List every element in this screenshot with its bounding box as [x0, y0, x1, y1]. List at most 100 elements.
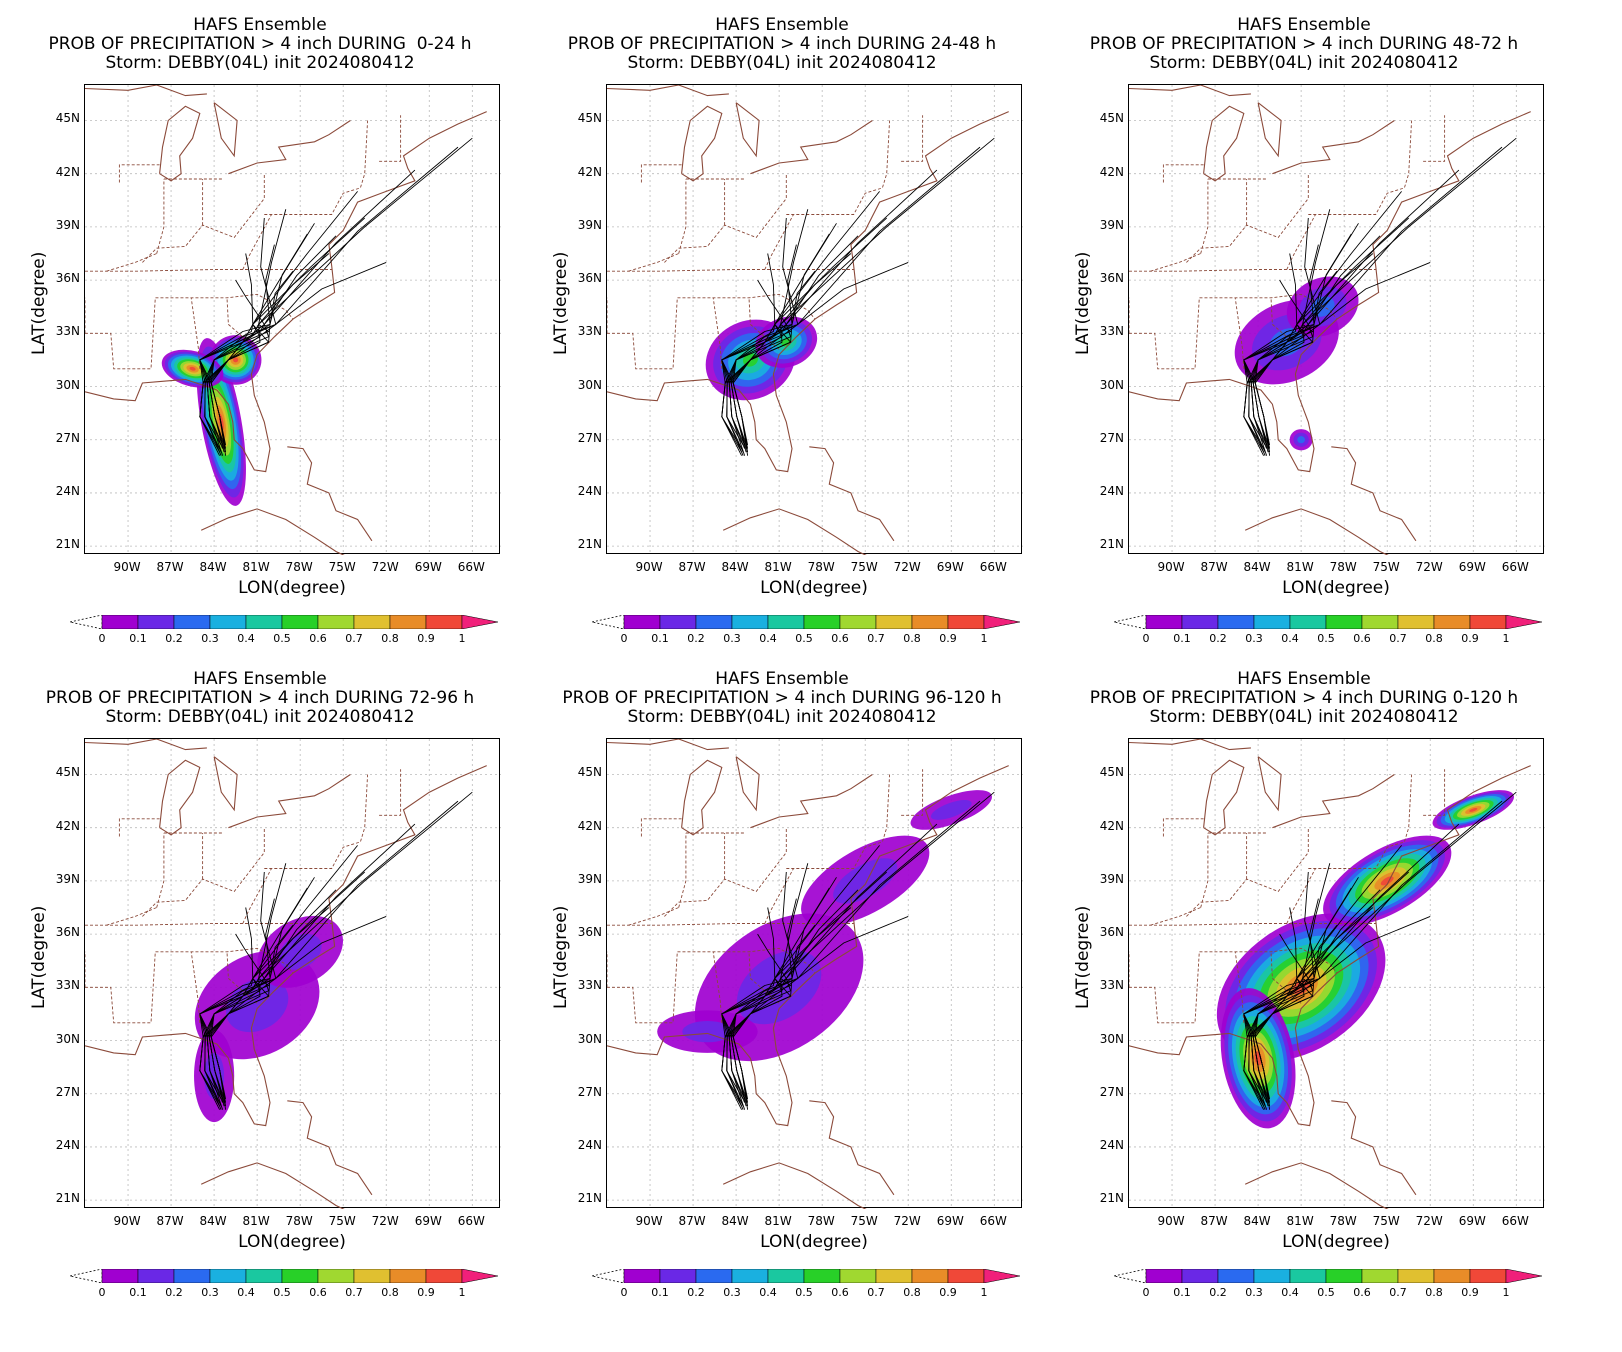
- colorbar-segment: [1325, 614, 1363, 630]
- colorbar-segment: [137, 614, 175, 630]
- state-border: [1270, 951, 1302, 1004]
- state-border: [1234, 297, 1245, 369]
- map-panel-3: HAFS Ensemble PROB OF PRECIPITATION > 4 i…: [1044, 0, 1564, 660]
- panel-title-line3: Storm: DEBBY(04L) init 2024080412: [105, 53, 415, 73]
- y-axis-label: LAT(degree): [551, 251, 571, 355]
- colorbar: [591, 1268, 1036, 1284]
- storm-track: [1254, 871, 1410, 1100]
- coastline: [681, 105, 723, 182]
- storm-track: [726, 270, 816, 453]
- colorbar-label: 0.2: [165, 632, 183, 645]
- state-border: [85, 923, 332, 926]
- colorbar-segment: [1433, 614, 1471, 630]
- lat-tick-label: 21N: [55, 1191, 80, 1206]
- coastline: [722, 508, 867, 555]
- panel-title-line2: PROB OF PRECIPITATION > 4 inch DURING 0-…: [1089, 688, 1519, 708]
- colorbar-under-arrow: [69, 614, 103, 630]
- state-border: [678, 179, 687, 254]
- colorbar-segment: [245, 614, 283, 630]
- coastline: [750, 120, 873, 175]
- colorbar-segment: [1217, 614, 1255, 630]
- storm-track: [728, 279, 787, 456]
- colorbar-segment: [839, 1268, 877, 1284]
- state-border: [106, 253, 157, 272]
- colorbar-label: 0.2: [1209, 1286, 1227, 1299]
- lat-tick-label: 33N: [1099, 324, 1124, 339]
- probability-contour: [1469, 807, 1478, 812]
- colorbar-segment: [209, 614, 247, 630]
- state-border: [1162, 818, 1204, 837]
- colorbar-label: 0.8: [903, 1286, 921, 1299]
- colorbar-segment: [767, 1268, 805, 1284]
- state-border: [1150, 907, 1201, 926]
- storm-track: [206, 933, 265, 1110]
- colorbar-label: 0.1: [129, 1286, 147, 1299]
- colorbar: [1113, 1268, 1558, 1284]
- lon-tick-label: 69W: [414, 1214, 442, 1228]
- lon-tick-label: 90W: [1157, 1214, 1185, 1228]
- state-border: [607, 293, 816, 370]
- state-border: [628, 907, 679, 926]
- coastline: [1257, 756, 1282, 812]
- coastline: [85, 85, 207, 97]
- map-plot-area: [84, 84, 501, 555]
- lat-tick-label: 24N: [55, 1137, 80, 1152]
- colorbar-segment: [623, 614, 661, 630]
- state-border: [640, 818, 682, 837]
- lat-tick-label: 33N: [577, 978, 602, 993]
- colorbar-segment: [875, 1268, 913, 1284]
- colorbar-label: 0.2: [687, 632, 705, 645]
- colorbar-label: 1: [1502, 1286, 1510, 1299]
- panel-title-line1: HAFS Ensemble: [1237, 15, 1371, 35]
- colorbar-label: 0.9: [1461, 1286, 1479, 1299]
- state-border: [1129, 269, 1376, 272]
- lon-tick-label: 72W: [1415, 1214, 1443, 1228]
- lat-tick-label: 21N: [1099, 537, 1124, 552]
- lon-tick-label: 78W: [807, 1214, 835, 1228]
- colorbar-label: 0.4: [759, 1286, 777, 1299]
- colorbar-segment: [317, 614, 355, 630]
- colorbar-label: 0.1: [1173, 1286, 1191, 1299]
- state-border: [748, 297, 780, 350]
- coastline: [1331, 1100, 1417, 1196]
- coastline: [200, 508, 345, 555]
- map-canvas: [607, 85, 1023, 555]
- lat-tick-label: 39N: [55, 217, 80, 232]
- colorbar-segment: [911, 1268, 949, 1284]
- storm-track: [1243, 253, 1374, 446]
- panel-title-line2: PROB OF PRECIPITATION > 4 inch DURING 24…: [567, 34, 997, 54]
- colorbar-segment: [659, 1268, 697, 1284]
- state-border: [1200, 833, 1209, 908]
- colorbar-segment: [1181, 1268, 1219, 1284]
- colorbar-label: 0: [1142, 632, 1150, 645]
- storm-track: [721, 800, 981, 1103]
- state-border: [607, 947, 816, 1024]
- lon-tick-label: 75W: [328, 1214, 356, 1228]
- colorbar-label: 0.6: [831, 632, 849, 645]
- colorbar-label: 1: [458, 1286, 466, 1299]
- colorbar-label: 0.1: [651, 632, 669, 645]
- lon-tick-label: 72W: [371, 1214, 399, 1228]
- map-plot-area: [1128, 738, 1545, 1209]
- colorbar-segment: [1325, 1268, 1363, 1284]
- state-border: [786, 120, 891, 215]
- colorbar-label: 0.4: [759, 632, 777, 645]
- state-border: [264, 120, 369, 215]
- coastline: [287, 1100, 373, 1196]
- storm-track: [204, 270, 294, 453]
- colorbar-segment: [1433, 1268, 1471, 1284]
- lat-tick-label: 27N: [577, 430, 602, 445]
- probability-contour: [233, 357, 239, 363]
- state-border: [1270, 297, 1302, 350]
- state-border: [85, 293, 294, 370]
- lat-tick-label: 42N: [55, 164, 80, 179]
- y-axis-label: LAT(degree): [1073, 905, 1093, 1009]
- state-border: [640, 164, 682, 183]
- state-border: [607, 923, 854, 926]
- lat-tick-label: 36N: [577, 271, 602, 286]
- lat-tick-label: 21N: [1099, 1191, 1124, 1206]
- colorbar-label: 0.3: [723, 1286, 741, 1299]
- probability-contour: [833, 858, 898, 904]
- colorbar-under-arrow: [591, 1268, 625, 1284]
- lon-tick-label: 66W: [979, 560, 1007, 574]
